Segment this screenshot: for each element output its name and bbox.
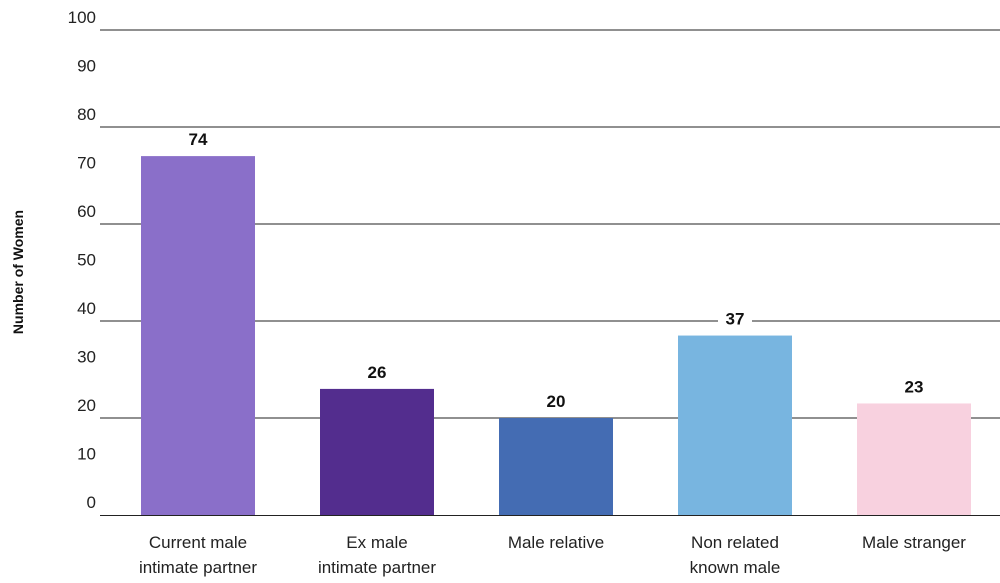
data-label: 37: [726, 310, 745, 329]
category-label: intimate partner: [318, 558, 436, 577]
y-tick-label: 20: [77, 396, 96, 415]
y-tick-label: 10: [77, 445, 96, 464]
y-tick-label: 100: [68, 8, 96, 27]
data-label-background: [539, 390, 573, 412]
data-label-background: [360, 360, 394, 383]
category-label: Ex male: [346, 533, 407, 552]
bar: [678, 335, 792, 515]
y-axis-ticks: 0 10 20 30 40 50 60 70 80 90 100: [68, 8, 96, 512]
category-label: Non related: [691, 533, 779, 552]
data-label: 74: [189, 130, 208, 149]
category-label: intimate partner: [139, 558, 257, 577]
y-tick-label: 30: [77, 348, 96, 367]
bar: [499, 418, 613, 515]
data-label-background: [181, 128, 215, 151]
bar: [141, 156, 255, 515]
category-label: Male relative: [508, 533, 604, 552]
y-tick-label: 50: [77, 251, 96, 270]
category-label: known male: [690, 558, 781, 577]
y-axis-label: Number of Women: [10, 210, 26, 334]
data-label-background: [897, 375, 931, 398]
data-label-background: [718, 307, 752, 330]
y-tick-label: 0: [87, 493, 96, 512]
category-labels: Current male intimate partner Ex male intim…: [139, 533, 966, 577]
bars: 74 26 20 37 23: [141, 128, 971, 515]
y-tick-label: 40: [77, 299, 96, 318]
data-label: 26: [368, 363, 387, 382]
category-label: Male stranger: [862, 533, 966, 552]
bar: [320, 388, 434, 515]
y-tick-label: 90: [77, 57, 96, 76]
data-label: 23: [905, 377, 924, 396]
data-label: 20: [547, 392, 566, 411]
bar: [857, 403, 971, 515]
y-tick-label: 80: [77, 105, 96, 124]
category-label: Current male: [149, 533, 247, 552]
y-tick-label: 70: [77, 154, 96, 173]
y-tick-label: 60: [77, 202, 96, 221]
